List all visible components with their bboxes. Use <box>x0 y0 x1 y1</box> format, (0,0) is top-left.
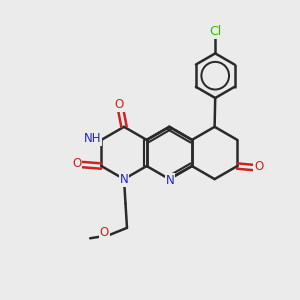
Text: N: N <box>120 172 128 186</box>
Text: O: O <box>72 157 81 169</box>
Text: O: O <box>114 98 124 111</box>
Text: O: O <box>100 226 109 239</box>
Text: N: N <box>166 174 174 187</box>
Text: NH: NH <box>84 132 101 145</box>
Text: O: O <box>254 160 264 172</box>
Text: Cl: Cl <box>210 25 222 38</box>
